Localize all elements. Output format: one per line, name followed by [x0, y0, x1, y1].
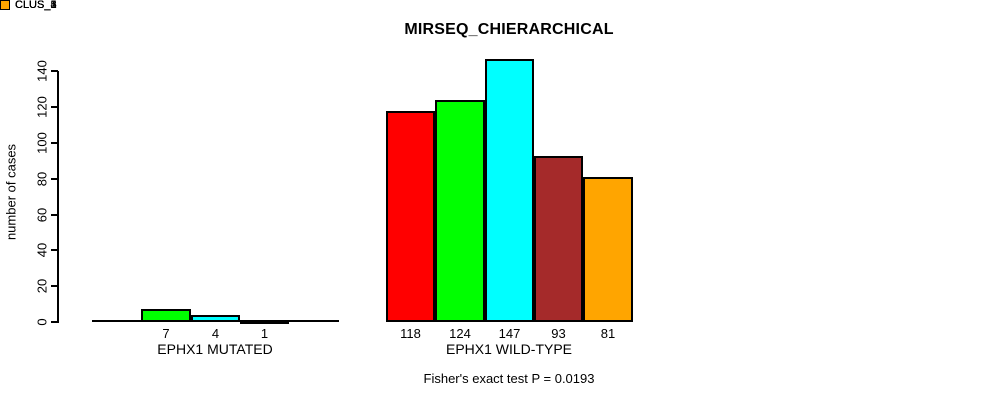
- y-axis-tick-label: 60: [34, 207, 50, 222]
- y-axis-tick: [51, 249, 58, 252]
- y-axis-tick: [51, 285, 58, 288]
- y-axis-tick: [51, 106, 58, 109]
- bar-clus_5: [289, 320, 339, 322]
- bar-clus_3: [191, 315, 240, 322]
- bar-value-label: 1: [260, 326, 269, 341]
- y-axis-label: number of cases: [3, 143, 19, 241]
- chart-title: MIRSEQ_CHIERARCHICAL: [404, 21, 614, 38]
- bar-clus_3: [485, 59, 534, 322]
- legend-swatch: [0, 0, 10, 10]
- y-axis-line: [57, 71, 59, 323]
- bar-value-label: 7: [162, 326, 170, 341]
- legend-label: CLUS_1: [15, 0, 57, 11]
- y-axis-tick-label: 0: [34, 318, 50, 326]
- bar-clus_4: [240, 320, 289, 324]
- y-axis-tick-label: 100: [34, 132, 50, 154]
- y-axis-tick: [51, 177, 58, 180]
- bar-clus_4: [534, 156, 583, 322]
- x-axis-group-label: EPHX1 WILD-TYPE: [445, 341, 573, 357]
- y-axis-tick: [51, 70, 58, 73]
- y-axis-tick-label: 80: [34, 171, 50, 187]
- y-axis-tick-label: 20: [34, 278, 50, 294]
- y-axis-tick-label: 40: [34, 243, 50, 258]
- x-axis-group-label: EPHX1 MUTATED: [157, 341, 273, 357]
- bar-clus_2: [141, 309, 191, 322]
- legend-label: CLUS_2: [15, 0, 57, 11]
- bar-value-label: 124: [449, 326, 471, 341]
- y-axis-tick: [51, 321, 58, 323]
- bar-clus_2: [435, 100, 485, 322]
- bar-value-label: 147: [498, 326, 521, 341]
- bar-value-label: 81: [600, 326, 616, 341]
- y-axis-tick-label: 120: [34, 96, 50, 119]
- footnote: Fisher's exact test P = 0.0193: [423, 371, 595, 386]
- bar-clus_5: [583, 177, 633, 322]
- bar-clus_1: [92, 320, 141, 322]
- y-axis-tick: [51, 213, 58, 216]
- y-axis-tick: [51, 142, 58, 144]
- bar-value-label: 93: [551, 326, 566, 341]
- bar-clus_1: [386, 111, 435, 322]
- legend-label: CLUS_4: [15, 0, 57, 11]
- legend-label: CLUS_3: [15, 0, 57, 11]
- y-axis-tick-label: 140: [34, 60, 50, 83]
- bar-value-label: 4: [211, 326, 220, 341]
- bar-value-label: 118: [400, 326, 421, 341]
- legend-label: CLUS_5: [15, 0, 57, 11]
